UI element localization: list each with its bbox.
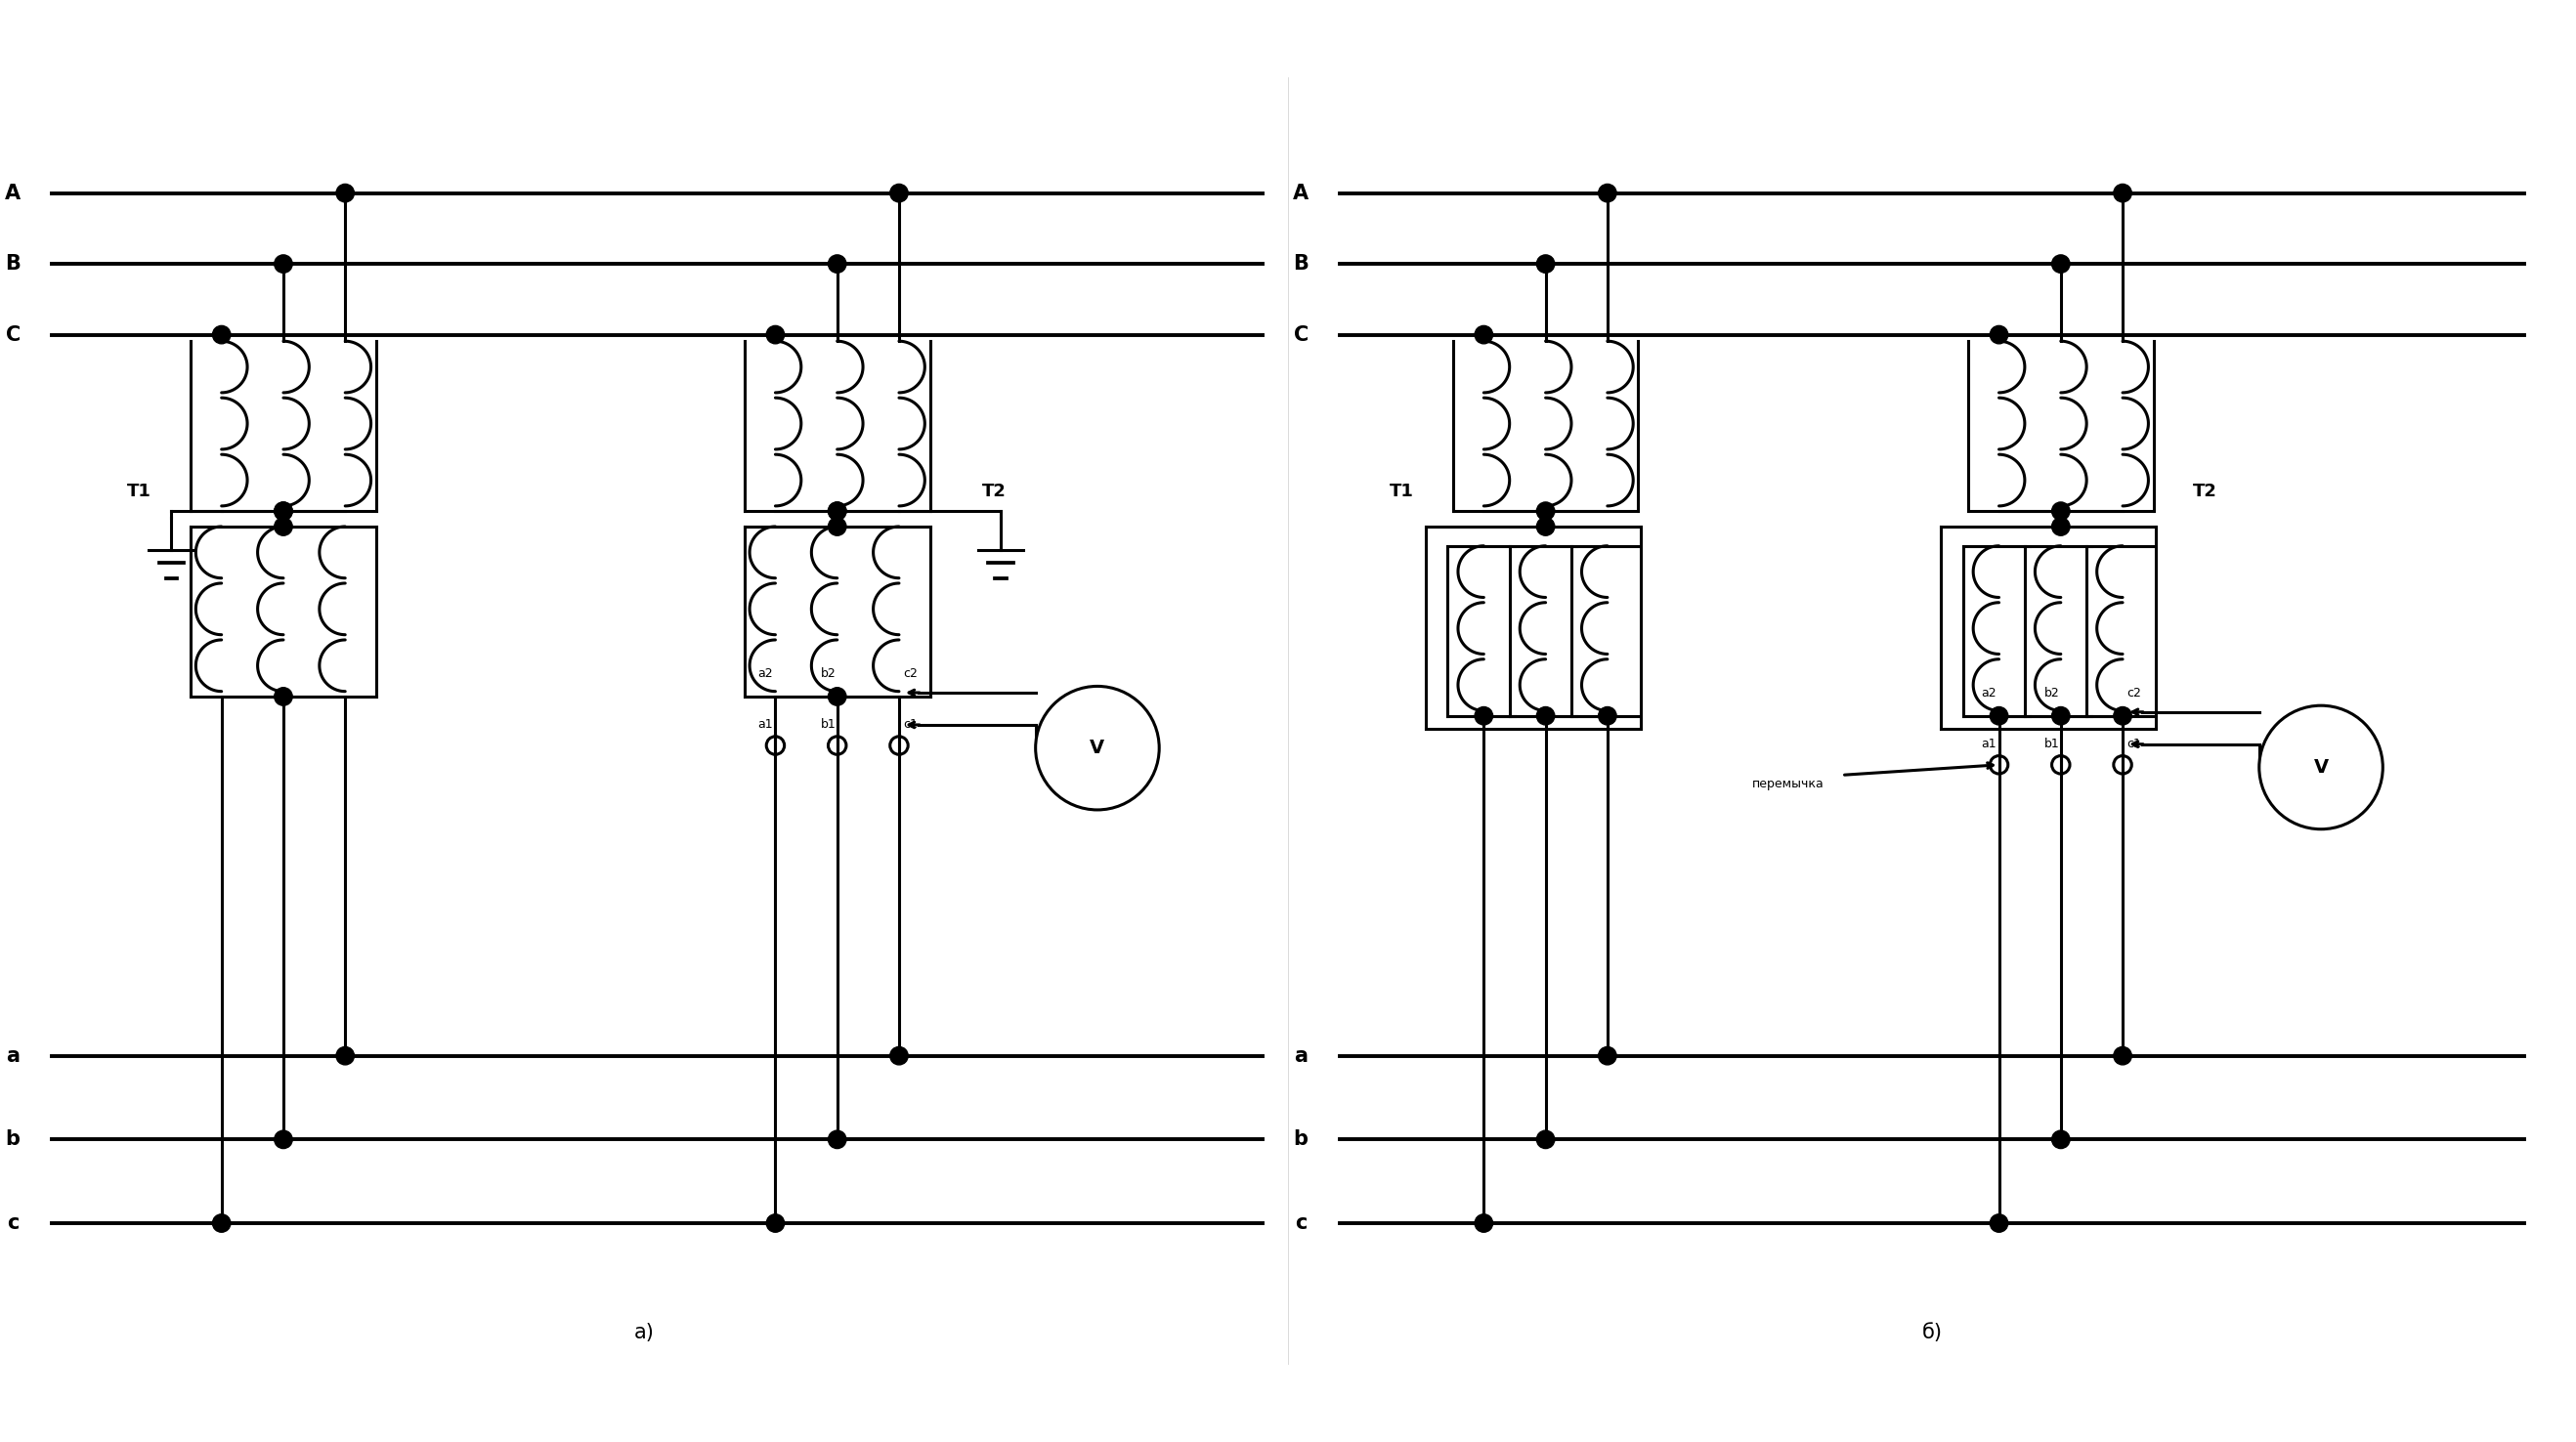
Circle shape [2259,705,2383,829]
Circle shape [1989,1214,2009,1233]
Circle shape [2115,707,2133,725]
Circle shape [2053,518,2071,535]
Circle shape [768,1214,783,1233]
Circle shape [829,688,845,705]
Text: a2: a2 [757,668,773,679]
Text: V: V [2313,758,2329,777]
Text: B: B [1293,254,1309,274]
Text: T2: T2 [2192,483,2218,500]
Text: перемычка: перемычка [1752,777,1824,790]
Circle shape [829,502,845,521]
Text: b1: b1 [822,718,835,731]
Circle shape [2053,1131,2071,1148]
Text: b2: b2 [2045,686,2061,699]
Text: c: c [8,1213,18,1233]
Text: B: B [5,254,21,274]
Circle shape [211,1214,232,1233]
Text: b: b [1293,1129,1309,1149]
Circle shape [1597,185,1618,202]
Text: а): а) [634,1322,654,1343]
Circle shape [1473,1214,1494,1233]
Circle shape [1597,707,1618,725]
Circle shape [211,326,232,343]
Text: c1: c1 [2128,738,2141,750]
Text: a2: a2 [1981,686,1996,699]
Circle shape [337,1047,355,1064]
Circle shape [1989,326,2009,343]
Text: a1: a1 [1981,738,1996,750]
Circle shape [1473,326,1494,343]
Text: c1: c1 [904,718,917,731]
Text: a: a [5,1045,21,1066]
Circle shape [829,255,845,273]
Text: b: b [5,1129,21,1149]
Circle shape [2053,502,2071,521]
Text: A: A [1293,183,1309,203]
Circle shape [1473,707,1494,725]
Circle shape [1535,707,1556,725]
Circle shape [891,185,909,202]
Text: б): б) [1922,1322,1942,1343]
Text: T1: T1 [126,483,152,500]
Circle shape [273,502,291,521]
Circle shape [1036,686,1159,810]
Text: c: c [1296,1213,1306,1233]
Circle shape [273,502,291,521]
Text: A: A [5,183,21,203]
Text: b1: b1 [2045,738,2061,750]
Circle shape [891,1047,909,1064]
Text: a: a [1293,1045,1309,1066]
Circle shape [2053,255,2071,273]
Circle shape [273,255,291,273]
Circle shape [273,1131,291,1148]
Circle shape [1535,518,1556,535]
Circle shape [273,518,291,535]
Text: C: C [5,324,21,345]
Circle shape [1989,707,2009,725]
Circle shape [2115,1047,2133,1064]
Circle shape [768,326,783,343]
Text: T2: T2 [981,483,1007,500]
Text: T1: T1 [1388,483,1414,500]
Circle shape [337,185,355,202]
Text: a1: a1 [757,718,773,731]
Circle shape [2053,707,2071,725]
Circle shape [1535,1131,1556,1148]
Circle shape [829,518,845,535]
Circle shape [1535,502,1556,521]
Circle shape [829,502,845,521]
Text: V: V [1090,738,1105,757]
Circle shape [273,688,291,705]
Text: c2: c2 [2128,686,2141,699]
Circle shape [2115,185,2133,202]
Circle shape [829,1131,845,1148]
Circle shape [1535,255,1556,273]
Circle shape [1597,1047,1618,1064]
Text: c2: c2 [904,668,917,679]
Text: C: C [1293,324,1309,345]
Text: b2: b2 [822,668,835,679]
